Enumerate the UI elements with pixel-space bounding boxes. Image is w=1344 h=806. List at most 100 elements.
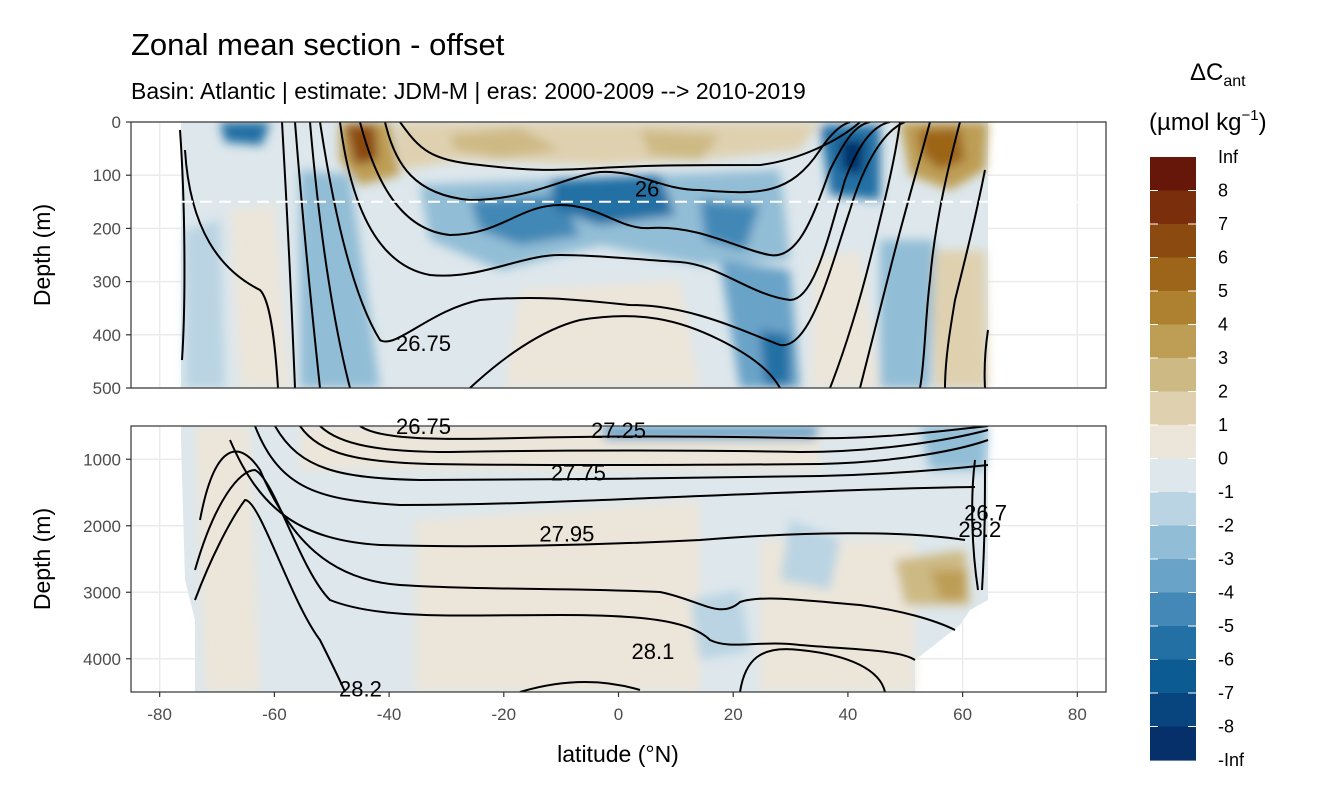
legend-colorbar xyxy=(1150,157,1196,761)
isopycnal-label: 26.75 xyxy=(396,414,451,439)
isopycnal-line xyxy=(359,426,989,440)
legend-level-label: 5 xyxy=(1218,281,1228,301)
isopycnal-label: 27.75 xyxy=(551,461,606,486)
legend-color-bin xyxy=(1150,257,1196,292)
negative-patch xyxy=(470,195,580,245)
bottom-panel: 1000 2000 3000 4000 26.75 27.25 27.75 27.95 28.… xyxy=(29,414,1107,702)
isopycnal-line xyxy=(971,459,979,591)
isopycnal-label: 27.25 xyxy=(591,418,646,443)
positive-patch xyxy=(415,500,700,692)
x-tick-label: 20 xyxy=(724,705,743,724)
isopycnal-line xyxy=(339,122,891,302)
bottom-panel-ylabel: Depth (m) xyxy=(29,508,55,610)
isopycnal-line xyxy=(829,122,901,388)
legend-unit-sup: −1 xyxy=(1242,107,1259,124)
legend-level-label: 1 xyxy=(1218,415,1228,435)
positive-patch xyxy=(505,280,700,388)
y-tick-label: 1000 xyxy=(83,450,121,469)
isopycnal-line xyxy=(919,122,961,388)
top-panel-y-ticks: 0 100 200 300 400 500 xyxy=(93,113,131,398)
isopycnal-line xyxy=(179,129,186,361)
top-panel: 0 100 200 300 400 500 26 26.75 Depth (m) xyxy=(29,113,1107,398)
legend-unit-text: (µmol kg xyxy=(1149,109,1242,136)
isopycnal-line xyxy=(519,681,641,692)
isopycnal-line xyxy=(859,122,931,388)
legend-color-bin xyxy=(1150,626,1196,661)
bottom-panel-y-ticks: 1000 2000 3000 4000 xyxy=(83,450,131,669)
legend-level-label: -1 xyxy=(1218,482,1234,502)
top-panel-field xyxy=(179,122,1106,388)
legend-level-label: 2 xyxy=(1218,382,1228,402)
isopycnal-line xyxy=(319,122,906,347)
negative-patch xyxy=(185,220,225,388)
isopycnal-line xyxy=(359,122,871,257)
x-tick-label: 80 xyxy=(1068,705,1087,724)
legend-title: ΔCant xyxy=(1190,59,1246,90)
isopycnal-line xyxy=(281,122,296,388)
legend-color-bin xyxy=(1150,291,1196,326)
negative-patch xyxy=(880,240,935,388)
legend-color-bin xyxy=(1150,458,1196,493)
x-tick-label: 60 xyxy=(953,705,972,724)
legend-level-label: -3 xyxy=(1218,549,1234,569)
legend-color-bin xyxy=(1150,492,1196,527)
isopycnal-label: 27.95 xyxy=(539,522,594,547)
chart-title: Zonal mean section - offset xyxy=(131,27,505,62)
legend-level-label: -8 xyxy=(1218,717,1234,737)
isopycnal-label: 28.1 xyxy=(631,639,674,664)
isopycnal-line xyxy=(983,329,989,388)
isopycnal-label: 26.75 xyxy=(396,331,451,356)
positive-patch xyxy=(195,426,260,692)
x-axis-label: latitude (°N) xyxy=(557,741,679,767)
x-axis-ticks: -80 -60 -40 -20 0 20 40 60 80 xyxy=(147,692,1087,724)
isopycnal-label: 26 xyxy=(635,177,659,202)
positive-patch xyxy=(930,570,968,600)
isopycnals-bottom xyxy=(194,426,989,692)
legend-color-bin xyxy=(1150,425,1196,460)
legend-color-bin xyxy=(1150,559,1196,594)
legend-level-label: 7 xyxy=(1218,214,1228,234)
negative-patch xyxy=(920,426,988,470)
x-tick-label: 0 xyxy=(614,705,623,724)
legend-level-label: 6 xyxy=(1218,248,1228,268)
isopycnal-line xyxy=(229,439,966,548)
y-tick-label: 4000 xyxy=(83,650,121,669)
x-tick-label: 40 xyxy=(838,705,857,724)
negative-patch xyxy=(690,590,750,660)
positive-patch xyxy=(810,250,880,388)
negative-patch xyxy=(220,122,270,145)
legend-level-label: Inf xyxy=(1218,147,1239,167)
isopycnal-label: 28.2 xyxy=(958,517,1001,542)
legend-labels: Inf 8 7 6 5 4 3 2 1 0 -1 -2 -3 -4 -5 -6 -7 -8 -Inf xyxy=(1218,147,1245,770)
isopycnal-line xyxy=(309,122,351,388)
isopycnal-line xyxy=(739,648,886,692)
isopycnal-line xyxy=(254,426,976,507)
negative-patch xyxy=(780,520,840,590)
legend-color-bin xyxy=(1150,659,1196,694)
isopycnal-label: 28.2 xyxy=(339,677,382,702)
x-tick-label: -40 xyxy=(377,705,402,724)
positive-patch xyxy=(450,128,560,158)
isopycnal-line xyxy=(274,426,989,482)
isopycnal-line xyxy=(944,169,986,388)
legend-color-bin xyxy=(1150,190,1196,225)
x-tick-label: -80 xyxy=(147,705,172,724)
isopycnal-line xyxy=(384,122,851,202)
legend-level-label: 0 xyxy=(1218,449,1228,469)
isopycnal-line xyxy=(184,149,279,388)
legend-unit-end: ) xyxy=(1259,109,1267,136)
legend-color-bin xyxy=(1150,157,1196,192)
legend-level-label: -5 xyxy=(1218,616,1234,636)
isopycnal-line xyxy=(399,122,861,171)
legend-level-label: -2 xyxy=(1218,516,1234,536)
legend-title-sub: ant xyxy=(1223,73,1246,90)
legend-level-label: 3 xyxy=(1218,348,1228,368)
legend-color-bin xyxy=(1150,391,1196,426)
legend-color-bin xyxy=(1150,224,1196,259)
chart-subtitle: Basin: Atlantic | estimate: JDM-M | eras… xyxy=(131,78,806,104)
top-panel-contour-labels: 26 26.75 xyxy=(396,177,659,356)
positive-patch xyxy=(930,250,988,388)
legend-color-bin xyxy=(1150,592,1196,627)
y-tick-label: 300 xyxy=(93,273,121,292)
